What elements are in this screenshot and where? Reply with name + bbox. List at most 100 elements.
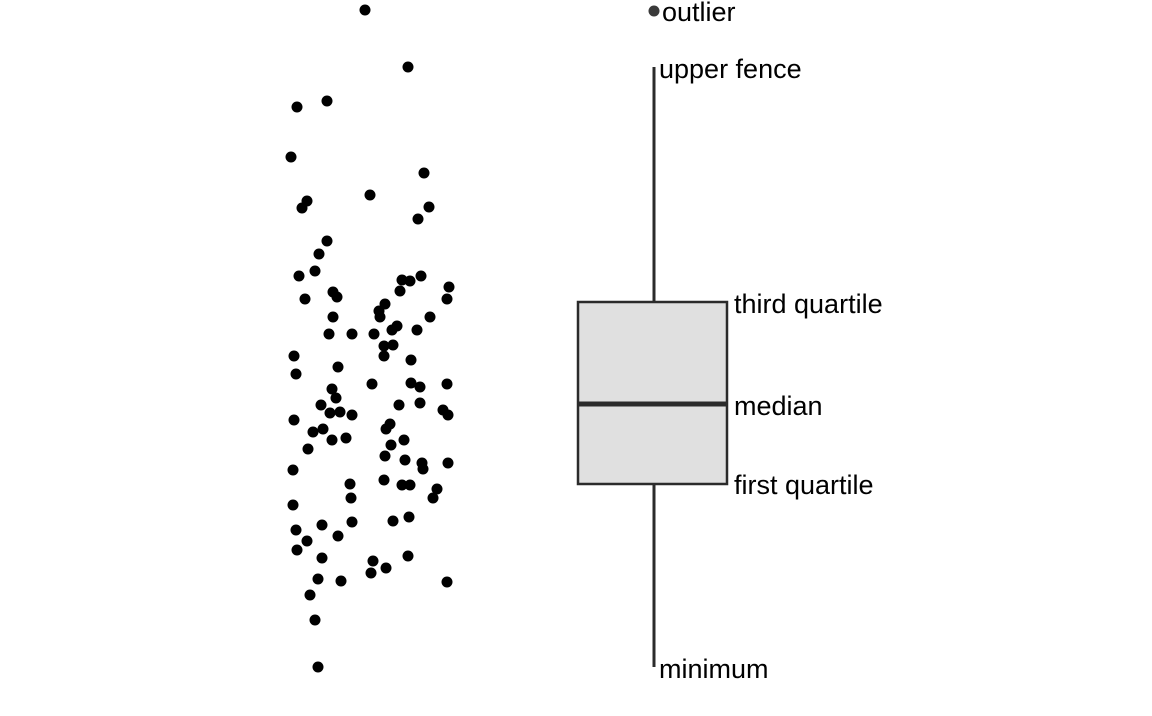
data-point [316, 552, 328, 564]
data-point [290, 368, 302, 380]
data-point [393, 399, 405, 411]
data-point [344, 478, 356, 490]
data-point [402, 550, 414, 562]
data-point [441, 576, 453, 588]
data-point [403, 511, 415, 523]
data-point [326, 383, 338, 395]
data-point [327, 311, 339, 323]
data-point [313, 248, 325, 260]
data-point [417, 463, 429, 475]
data-point [443, 281, 455, 293]
data-point [291, 101, 303, 113]
upper-fence-label: upper fence [659, 54, 802, 84]
data-point [368, 328, 380, 340]
data-point [346, 328, 358, 340]
data-point [411, 324, 423, 336]
data-point [418, 167, 430, 179]
data-point [415, 270, 427, 282]
data-point [380, 423, 392, 435]
jitter-points [285, 4, 455, 673]
data-point [367, 555, 379, 567]
first-quartile-label: first quartile [734, 470, 874, 500]
data-point [431, 483, 443, 495]
data-point [331, 291, 343, 303]
data-point [290, 524, 302, 536]
data-point [379, 450, 391, 462]
data-point [414, 397, 426, 409]
data-point [321, 95, 333, 107]
data-point [404, 275, 416, 287]
data-point [312, 573, 324, 585]
data-point [404, 479, 416, 491]
data-point [412, 213, 424, 225]
outlier-label: outlier [662, 0, 736, 27]
data-point [301, 535, 313, 547]
data-point [317, 423, 329, 435]
data-point [387, 339, 399, 351]
data-point [293, 270, 305, 282]
outlier-point [648, 5, 660, 17]
data-point [316, 519, 328, 531]
data-point [414, 381, 426, 393]
data-point [380, 562, 392, 574]
data-point [424, 311, 436, 323]
data-point [378, 340, 390, 352]
data-point [309, 265, 321, 277]
data-point [378, 350, 390, 362]
data-point [334, 406, 346, 418]
data-point [394, 285, 406, 297]
data-point [340, 432, 352, 444]
data-point [374, 311, 386, 323]
data-point [398, 434, 410, 446]
data-point [402, 61, 414, 73]
data-point [326, 434, 338, 446]
data-point [307, 426, 319, 438]
data-point [285, 151, 297, 163]
data-point [321, 235, 333, 247]
data-point [442, 409, 454, 421]
data-point [288, 350, 300, 362]
data-point [296, 202, 308, 214]
data-point [387, 515, 399, 527]
data-point [364, 189, 376, 201]
data-point [427, 492, 439, 504]
data-point [396, 479, 408, 491]
data-point [302, 443, 314, 455]
data-point [386, 324, 398, 336]
data-point [346, 516, 358, 528]
data-point [378, 474, 390, 486]
data-point [441, 378, 453, 390]
data-point [291, 544, 303, 556]
minimum-label: minimum [659, 654, 769, 684]
data-point [332, 530, 344, 542]
data-point [330, 392, 342, 404]
data-point [405, 354, 417, 366]
data-point [399, 454, 411, 466]
data-point [324, 407, 336, 419]
data-point [335, 575, 347, 587]
data-point [442, 457, 454, 469]
median-label: median [734, 391, 823, 421]
data-point [287, 464, 299, 476]
data-point [423, 201, 435, 213]
data-point [287, 499, 299, 511]
data-point [315, 399, 327, 411]
data-point [385, 439, 397, 451]
data-point [345, 492, 357, 504]
data-point [312, 661, 324, 673]
data-point [309, 614, 321, 626]
data-point [288, 414, 300, 426]
data-point [299, 293, 311, 305]
data-point [396, 274, 408, 286]
data-point [405, 377, 417, 389]
data-point [323, 328, 335, 340]
data-point [359, 4, 371, 16]
data-point [365, 567, 377, 579]
data-point [332, 361, 344, 373]
data-point [441, 293, 453, 305]
data-point [366, 378, 378, 390]
third-quartile-label: third quartile [734, 289, 883, 319]
data-point [304, 589, 316, 601]
